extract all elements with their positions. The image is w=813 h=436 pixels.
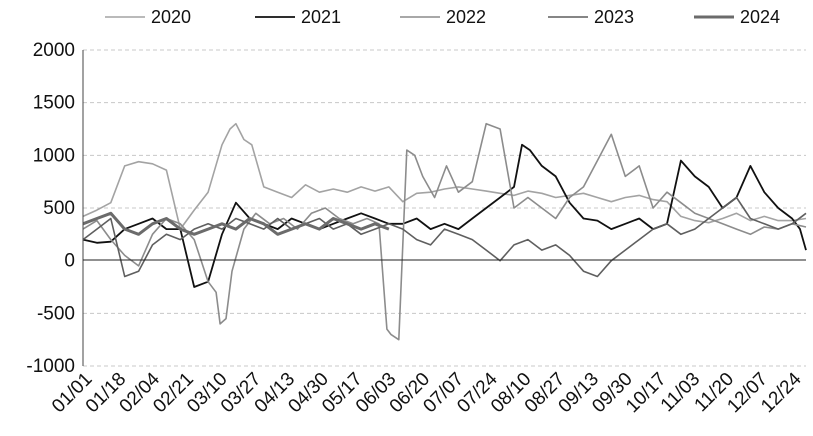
y-tick-label: 2000: [33, 40, 75, 61]
series-line-2022: [82, 122, 807, 341]
legend-label: 2020: [151, 7, 191, 27]
legend-label: 2024: [740, 7, 780, 27]
legend-label: 2021: [301, 7, 341, 27]
y-tick-label: -500: [37, 303, 75, 324]
y-tick-labels: -1000 -500 0 500 1000 1500 2000: [26, 40, 75, 377]
legend-label: 2022: [446, 7, 486, 27]
legend: 2020 2021 2022 2023 2024: [105, 7, 780, 27]
x-tick-label: 12/24: [757, 368, 806, 417]
series-line-2021: [82, 143, 807, 288]
legend-label: 2023: [594, 7, 634, 27]
y-tick-label: 1500: [33, 93, 75, 114]
axes: [82, 50, 806, 366]
y-tick-label: 1000: [33, 145, 75, 166]
y-tick-label: 500: [43, 198, 75, 219]
y-tick-label: 0: [64, 251, 75, 272]
x-tick-label: 10/17: [622, 369, 670, 417]
series-line-2020: [82, 122, 807, 230]
x-tick-labels: 01/0101/1802/0402/2103/1003/2704/1304/30…: [48, 368, 806, 417]
series-lines: [82, 122, 807, 341]
series-line-2023: [82, 196, 807, 278]
y-tick-label: -1000: [26, 356, 75, 377]
series-line-2024: [82, 211, 390, 236]
grid-lines: [83, 49, 806, 367]
